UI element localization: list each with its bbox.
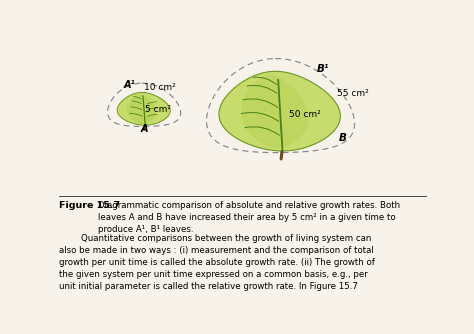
Text: 10 cm²: 10 cm² <box>145 84 176 93</box>
Polygon shape <box>219 71 340 151</box>
Polygon shape <box>117 93 170 125</box>
Polygon shape <box>127 94 156 124</box>
Polygon shape <box>241 75 308 148</box>
Text: Quantitative comparisons between the growth of living system can
also be made in: Quantitative comparisons between the gro… <box>59 234 375 291</box>
Text: B¹: B¹ <box>317 64 329 74</box>
Text: B: B <box>339 133 347 143</box>
Text: A¹: A¹ <box>124 80 135 90</box>
Text: 50 cm²: 50 cm² <box>289 111 320 120</box>
Text: 55 cm²: 55 cm² <box>337 89 368 98</box>
Text: Diagrammatic comparison of absolute and relative growth rates. Both
leaves A and: Diagrammatic comparison of absolute and … <box>98 201 400 234</box>
Text: A: A <box>141 124 148 134</box>
Text: 5 cm²: 5 cm² <box>145 105 171 114</box>
Text: Figure 15.7: Figure 15.7 <box>59 201 120 210</box>
